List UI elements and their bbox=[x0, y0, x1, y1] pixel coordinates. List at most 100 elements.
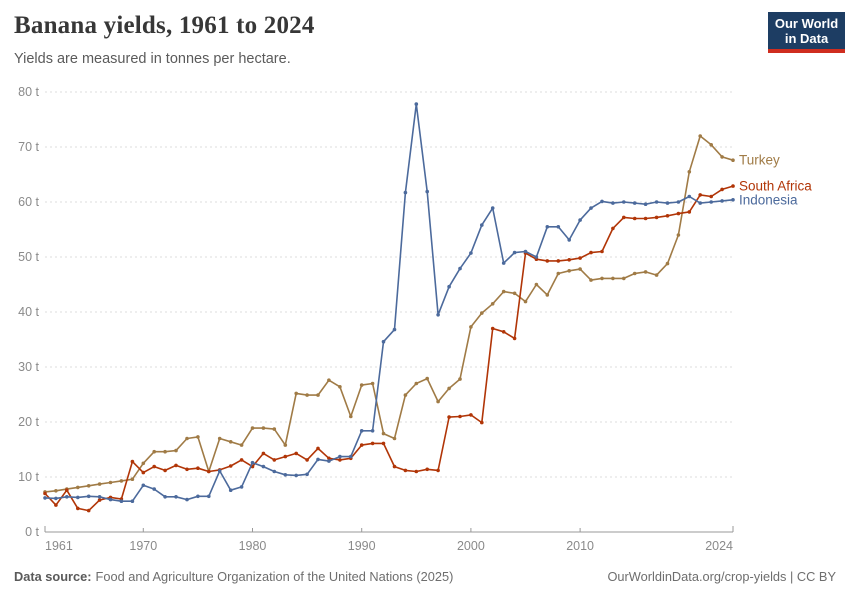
series-marker bbox=[359, 383, 364, 387]
series-marker bbox=[654, 215, 659, 220]
series-marker bbox=[501, 261, 506, 265]
series-marker bbox=[196, 435, 200, 439]
logo-line-1: Our World bbox=[774, 16, 839, 31]
series-marker bbox=[272, 427, 277, 431]
series-marker bbox=[130, 459, 135, 464]
series-marker bbox=[228, 440, 233, 444]
series-marker bbox=[152, 487, 156, 491]
series-marker bbox=[414, 469, 419, 474]
y-axis-label: 0 t bbox=[25, 525, 39, 539]
series-marker bbox=[108, 497, 113, 502]
logo-line-2: in Data bbox=[784, 31, 829, 46]
series-marker bbox=[589, 206, 593, 210]
series-marker bbox=[43, 496, 47, 500]
series-marker bbox=[403, 190, 408, 195]
series-turkey[interactable]: Turkey bbox=[43, 134, 780, 494]
series-marker bbox=[447, 284, 451, 289]
y-axis-label: 50 t bbox=[18, 250, 39, 264]
series-marker bbox=[250, 426, 255, 430]
data-source-label: Data source: bbox=[14, 569, 92, 584]
series-marker bbox=[130, 477, 135, 482]
series-marker bbox=[447, 415, 451, 419]
series-marker bbox=[490, 326, 495, 331]
series-marker bbox=[152, 464, 156, 469]
series-marker bbox=[381, 339, 386, 344]
series-marker bbox=[578, 267, 582, 271]
series-marker bbox=[611, 276, 615, 281]
series-marker bbox=[403, 393, 408, 397]
series-marker bbox=[600, 276, 604, 281]
series-marker bbox=[196, 466, 200, 471]
series-marker bbox=[534, 255, 539, 259]
series-line bbox=[44, 135, 734, 493]
series-marker bbox=[65, 495, 69, 499]
series-marker bbox=[676, 200, 681, 204]
series-marker bbox=[119, 479, 124, 483]
series-marker bbox=[512, 250, 517, 255]
series-marker bbox=[54, 496, 58, 501]
series-marker bbox=[338, 454, 342, 459]
series-marker bbox=[239, 458, 244, 462]
series-marker bbox=[283, 473, 288, 477]
series-marker bbox=[97, 495, 102, 499]
series-marker bbox=[523, 299, 528, 304]
series-marker bbox=[261, 426, 266, 430]
series-label-turkey: Turkey bbox=[739, 153, 780, 168]
series-marker bbox=[349, 454, 353, 459]
series-marker bbox=[239, 485, 244, 489]
series-marker bbox=[665, 214, 670, 218]
series-marker bbox=[141, 483, 146, 488]
series-marker bbox=[458, 414, 462, 419]
series-marker bbox=[436, 468, 440, 473]
series-marker bbox=[305, 393, 309, 397]
series-marker bbox=[152, 449, 156, 454]
series-marker bbox=[272, 458, 277, 462]
chart-subtitle: Yields are measured in tonnes per hectar… bbox=[14, 51, 291, 67]
series-marker bbox=[174, 495, 178, 499]
series-marker bbox=[545, 259, 550, 263]
series-marker bbox=[86, 508, 91, 513]
series-marker bbox=[523, 249, 528, 254]
series-marker bbox=[305, 472, 309, 477]
series-marker bbox=[392, 436, 397, 441]
series-marker bbox=[665, 261, 670, 266]
series-marker bbox=[600, 199, 604, 204]
series-marker bbox=[556, 259, 561, 263]
series-marker bbox=[130, 499, 135, 504]
series-marker bbox=[327, 378, 331, 383]
series-marker bbox=[141, 470, 146, 475]
banana-yields-line-chart[interactable]: 0 t 10 t 20 t 30 t 40 t 50 t 60 t 70 t 80 t 1961 1… bbox=[0, 0, 850, 560]
x-axis-label: 2024 bbox=[705, 539, 733, 553]
series-marker bbox=[512, 291, 517, 296]
x-axis-label: 1980 bbox=[239, 539, 267, 553]
series-marker bbox=[174, 448, 178, 453]
series-marker bbox=[392, 327, 397, 332]
x-axis-label: 1970 bbox=[129, 539, 157, 553]
series-marker bbox=[611, 201, 615, 205]
series-marker bbox=[174, 463, 178, 468]
y-axis-label: 70 t bbox=[18, 140, 39, 154]
series-south-africa[interactable]: South Africa bbox=[43, 179, 812, 513]
series-marker bbox=[370, 441, 375, 446]
credit-link[interactable]: OurWorldinData.org/crop-yields | CC BY bbox=[607, 569, 836, 584]
series-marker bbox=[108, 480, 113, 485]
series-marker bbox=[676, 211, 681, 216]
series-marker bbox=[622, 200, 626, 204]
series-marker bbox=[86, 484, 91, 488]
series-marker bbox=[720, 199, 724, 203]
y-axis-label: 80 t bbox=[18, 85, 39, 99]
series-marker bbox=[283, 443, 288, 447]
owid-logo[interactable]: Our World in Data bbox=[768, 12, 845, 53]
series-marker bbox=[370, 429, 375, 433]
series-marker bbox=[709, 143, 713, 147]
series-marker bbox=[687, 210, 692, 214]
series-marker bbox=[43, 491, 47, 496]
series-marker bbox=[86, 494, 91, 499]
series-marker bbox=[480, 223, 484, 227]
series-indonesia[interactable]: Indonesia bbox=[43, 102, 798, 504]
series-marker bbox=[414, 381, 419, 386]
series-marker bbox=[611, 226, 615, 231]
series-marker bbox=[228, 464, 233, 468]
series-label-indonesia: Indonesia bbox=[739, 192, 798, 207]
series-marker bbox=[261, 451, 266, 456]
